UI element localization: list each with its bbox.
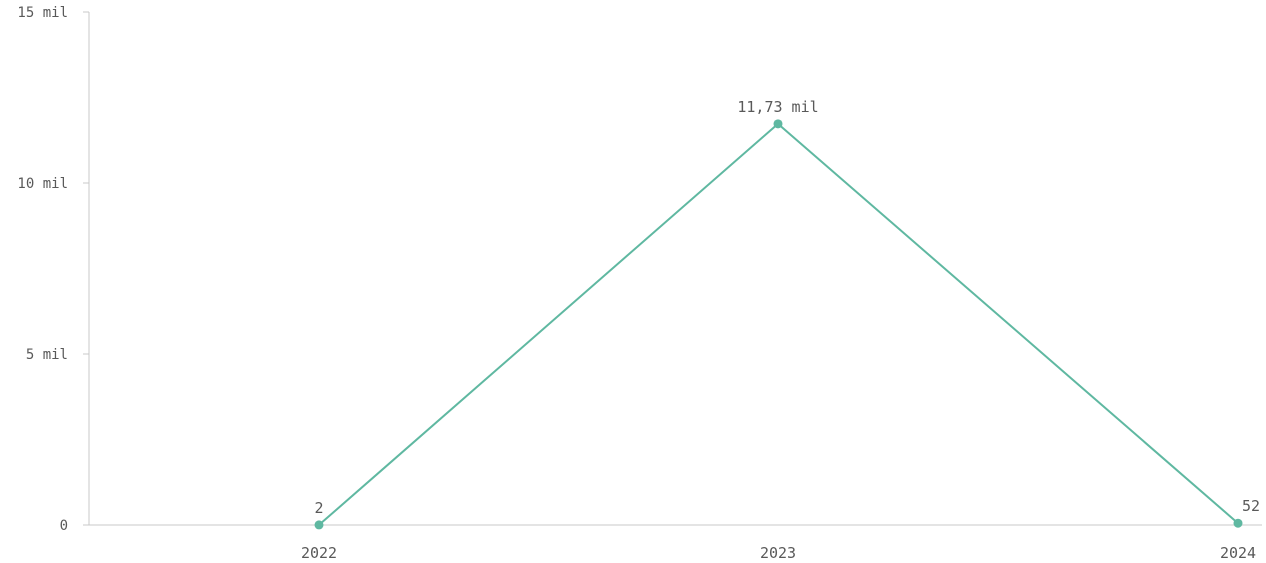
y-tick-label: 0	[60, 518, 68, 534]
series-line	[318, 122, 1239, 526]
x-tick-label: 2023	[760, 544, 796, 562]
data-label: 11,73 mil	[737, 98, 818, 116]
data-label: 52	[1242, 497, 1260, 515]
y-axis: 0 5 mil 10 mil 15 mil	[17, 5, 90, 534]
series-layer: 2 11,73 mil 52	[314, 98, 1260, 530]
x-axis: 2022 2023 2024	[89, 524, 1262, 562]
y-tick-label: 15 mil	[17, 5, 68, 21]
data-point[interactable]	[1233, 518, 1243, 528]
data-label: 2	[314, 499, 323, 517]
y-tick-label: 10 mil	[17, 176, 68, 192]
data-point[interactable]	[314, 520, 324, 530]
data-point[interactable]	[773, 119, 783, 129]
y-tick-label: 5 mil	[26, 347, 68, 363]
x-tick-label: 2024	[1220, 544, 1256, 562]
x-tick-label: 2022	[301, 544, 337, 562]
